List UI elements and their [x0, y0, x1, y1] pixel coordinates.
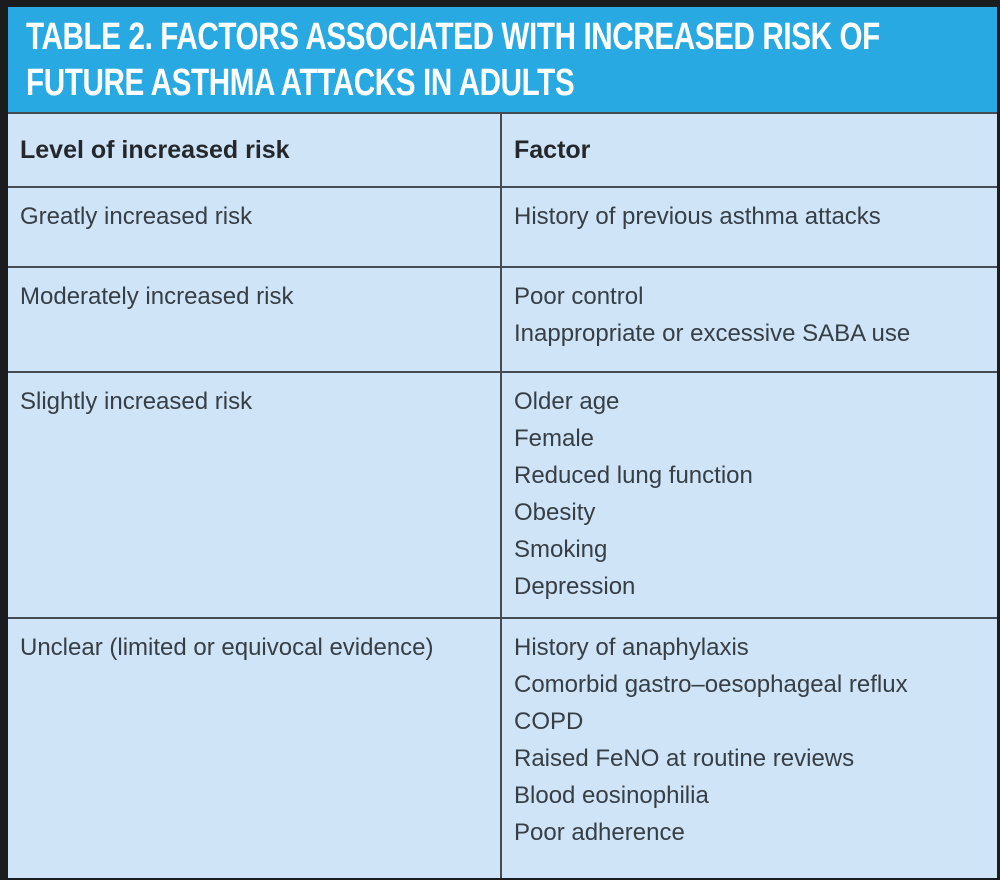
factor-line: Smoking [514, 536, 608, 563]
table-title-line-1: TABLE 2. FACTORS ASSOCIATED WITH INCREAS… [26, 16, 880, 58]
factor-line: Depression [514, 573, 636, 600]
factor-line: Comorbid gastro–oesophageal reflux [514, 671, 908, 698]
table-title-band: TABLE 2. FACTORS ASSOCIATED WITH INCREAS… [8, 7, 997, 112]
factor-line: Female [514, 425, 595, 452]
factors-cell: History of anaphylaxis Comorbid gastro–o… [502, 619, 997, 878]
factor-line: History of anaphylaxis [514, 634, 749, 661]
factor-line: Blood eosinophilia [514, 782, 709, 809]
risk-level-cell: Unclear (limited or equivocal evidence) [8, 619, 500, 878]
factor-line: Poor control [514, 283, 644, 310]
column-header-factor: Factor [502, 114, 997, 186]
factors-cell: History of previous asthma attacks [502, 188, 997, 266]
risk-table: Level of increased risk Factor Greatly i… [8, 112, 997, 878]
risk-level-cell: Moderately increased risk [8, 268, 500, 371]
risk-level-cell: Slightly increased risk [8, 373, 500, 617]
factor-line: Raised FeNO at routine reviews [514, 745, 855, 772]
factor-line: Obesity [514, 499, 596, 526]
factor-line: History of previous asthma attacks [514, 203, 881, 230]
factor-line: Inappropriate or excessive SABA use [514, 320, 911, 347]
factor-line: Reduced lung function [514, 462, 753, 489]
risk-level-cell: Greatly increased risk [8, 188, 500, 266]
column-header-level: Level of increased risk [8, 114, 500, 186]
factor-line: COPD [514, 708, 584, 735]
table-title-line-2: FUTURE ASTHMA ATTACKS IN ADULTS [26, 62, 575, 104]
factor-line: Poor adherence [514, 819, 685, 846]
factors-cell: Older age Female Reduced lung function O… [502, 373, 997, 617]
factor-line: Older age [514, 388, 620, 415]
factors-cell: Poor control Inappropriate or excessive … [502, 268, 997, 371]
